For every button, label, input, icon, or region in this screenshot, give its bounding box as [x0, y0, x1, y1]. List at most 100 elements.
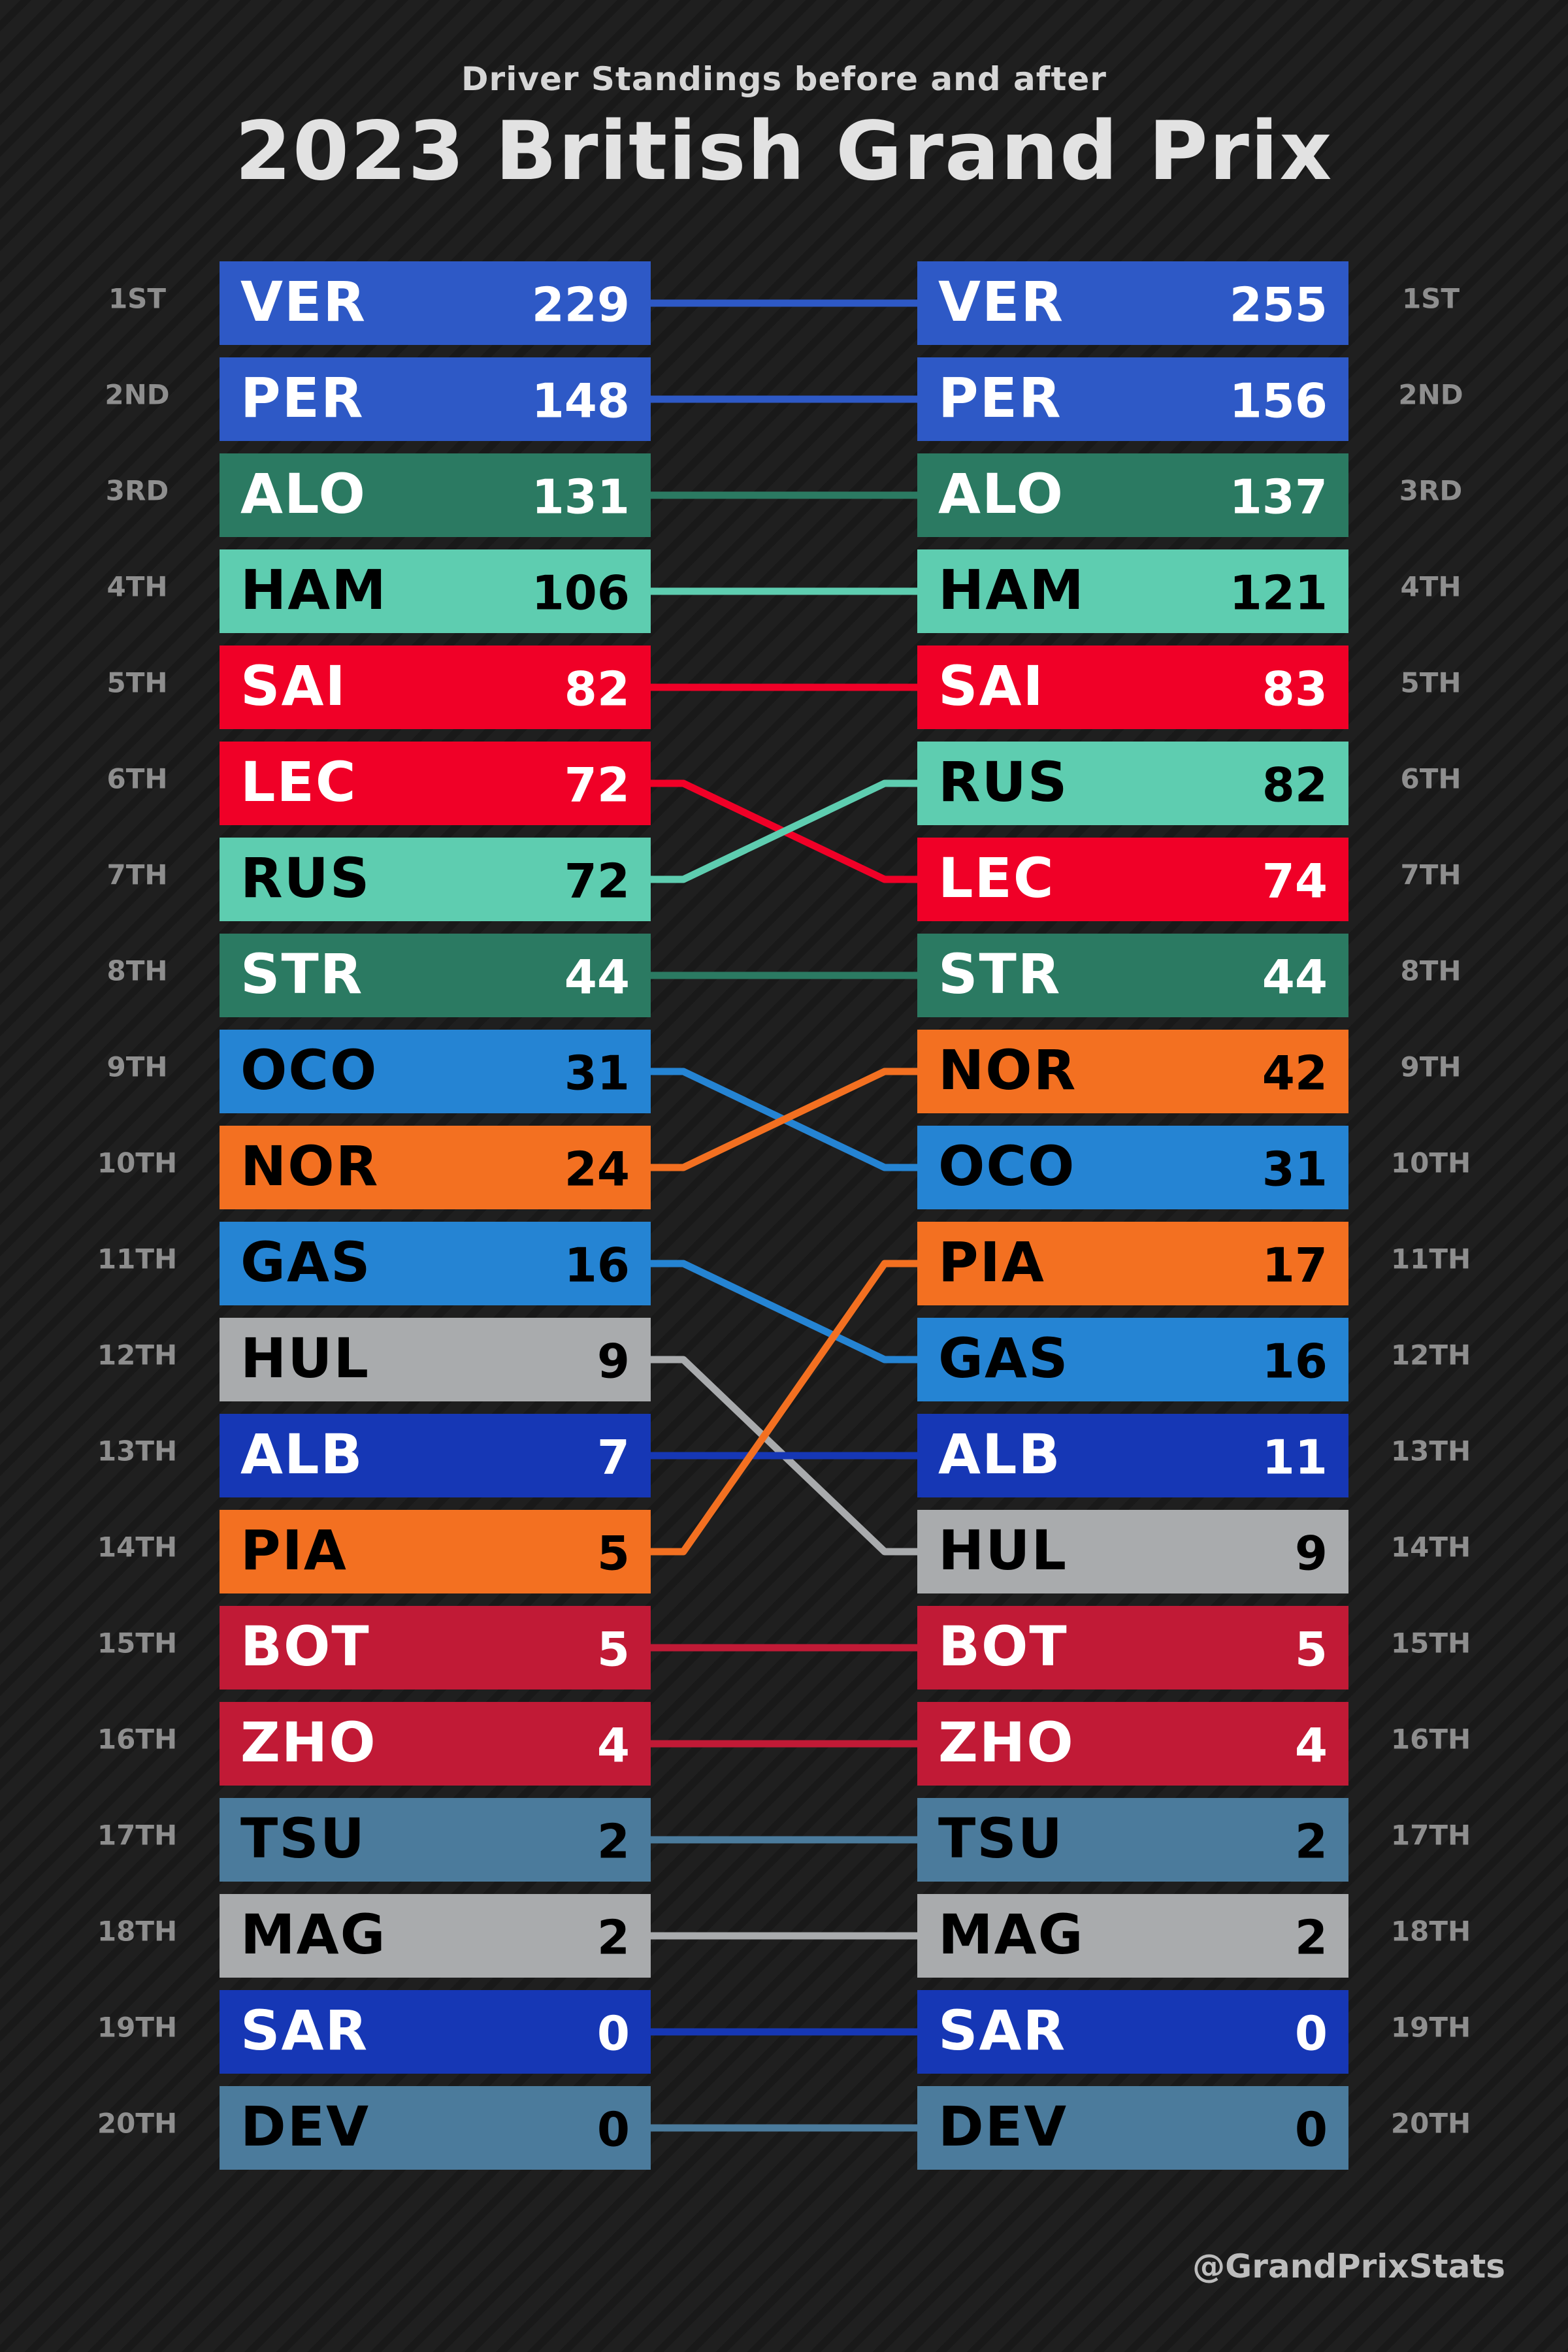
connector-nor — [647, 1068, 921, 1171]
driver-code-after: HUL — [938, 1518, 1068, 1582]
driver-box-after-rus — [917, 742, 1348, 825]
driver-box-after-mag — [917, 1894, 1348, 1978]
driver-points-after: 255 — [1230, 278, 1328, 333]
position-label-left: 17TH — [97, 1820, 177, 1852]
connector-pia — [647, 1260, 921, 1556]
driver-points-before: 16 — [564, 1238, 630, 1293]
driver-code-before: HAM — [240, 558, 387, 622]
driver-points-before: 131 — [532, 470, 630, 525]
driver-code-after: STR — [938, 942, 1061, 1006]
driver-points-before: 2 — [597, 1910, 630, 1965]
position-label-right: 9TH — [1400, 1051, 1461, 1083]
driver-points-before: 5 — [597, 1622, 630, 1677]
driver-box-after-alb — [917, 1414, 1348, 1497]
driver-box-after-gas — [917, 1318, 1348, 1401]
driver-box-before-pia — [220, 1510, 651, 1593]
driver-points-before: 229 — [532, 278, 630, 333]
driver-code-after: OCO — [938, 1134, 1075, 1198]
position-label-left: 16TH — [97, 1723, 177, 1756]
driver-code-after: MAG — [938, 1903, 1085, 1967]
driver-points-after: 11 — [1262, 1430, 1328, 1485]
standings-after: VER 255 PER 156 ALO 137 HAM 121 SAI 83 LEC 74 RUS 82 S… — [917, 261, 1348, 2170]
driver-code-before: TSU — [240, 1806, 366, 1870]
driver-code-after: ALB — [938, 1422, 1062, 1486]
position-label-left: 2ND — [105, 379, 169, 411]
driver-points-after: 42 — [1262, 1046, 1328, 1101]
driver-code-before: SAI — [240, 654, 347, 718]
driver-box-before-hul — [220, 1318, 651, 1401]
driver-points-after: 74 — [1262, 854, 1328, 909]
driver-box-after-ver — [917, 261, 1348, 345]
driver-code-after: NOR — [938, 1038, 1077, 1102]
position-label-right: 20TH — [1391, 2108, 1471, 2140]
position-label-left: 15TH — [97, 1627, 177, 1659]
position-label-left: 14TH — [97, 1531, 177, 1563]
driver-box-before-bot — [220, 1606, 651, 1690]
driver-points-before: 72 — [564, 758, 630, 813]
position-label-right: 14TH — [1391, 1531, 1471, 1563]
driver-box-before-oco — [220, 1030, 651, 1113]
position-label-right: 16TH — [1391, 1723, 1471, 1756]
position-label-left: 10TH — [97, 1147, 177, 1179]
driver-code-before: ALB — [240, 1422, 364, 1486]
position-label-right: 13TH — [1391, 1435, 1471, 1467]
position-label-right: 4TH — [1400, 571, 1461, 603]
driver-box-after-dev — [917, 2086, 1348, 2170]
driver-code-before: GAS — [240, 1230, 371, 1294]
position-label-right: 6TH — [1400, 763, 1461, 795]
driver-box-after-alo — [917, 453, 1348, 537]
driver-code-before: NOR — [240, 1134, 379, 1198]
driver-code-after: PIA — [938, 1230, 1045, 1294]
driver-code-after: PER — [938, 366, 1062, 430]
driver-code-after: TSU — [938, 1806, 1064, 1870]
driver-code-before: DEV — [240, 2095, 370, 2159]
driver-code-before: PER — [240, 366, 365, 430]
chart-title: 2023 British Grand Prix — [235, 105, 1333, 199]
driver-points-after: 83 — [1262, 662, 1328, 717]
driver-box-before-per — [220, 357, 651, 441]
driver-points-after: 4 — [1295, 1718, 1328, 1773]
driver-code-before: HUL — [240, 1326, 370, 1390]
driver-box-after-nor — [917, 1030, 1348, 1113]
driver-box-before-tsu — [220, 1798, 651, 1882]
driver-code-after: GAS — [938, 1326, 1069, 1390]
position-label-right: 11TH — [1391, 1243, 1471, 1275]
position-label-left: 9TH — [106, 1051, 167, 1083]
driver-code-after: SAR — [938, 1999, 1066, 2063]
driver-box-before-ver — [220, 261, 651, 345]
driver-box-before-sar — [220, 1990, 651, 2074]
driver-code-before: SAR — [240, 1999, 368, 2063]
driver-points-before: 24 — [564, 1142, 630, 1197]
driver-code-after: DEV — [938, 2095, 1068, 2159]
driver-points-after: 17 — [1262, 1238, 1328, 1293]
driver-points-after: 0 — [1295, 2102, 1328, 2157]
driver-box-after-hul — [917, 1510, 1348, 1593]
position-label-right: 1ST — [1402, 283, 1460, 315]
driver-points-before: 0 — [597, 2006, 630, 2061]
driver-points-before: 4 — [597, 1718, 630, 1773]
driver-points-after: 156 — [1230, 374, 1328, 429]
position-label-right: 15TH — [1391, 1627, 1471, 1659]
driver-code-before: STR — [240, 942, 363, 1006]
driver-box-before-lec — [220, 742, 651, 825]
position-label-right: 12TH — [1391, 1339, 1471, 1371]
driver-points-after: 16 — [1262, 1334, 1328, 1389]
position-label-left: 13TH — [97, 1435, 177, 1467]
driver-code-before: BOT — [240, 1614, 370, 1678]
driver-points-before: 5 — [597, 1526, 630, 1581]
driver-points-before: 44 — [564, 950, 630, 1005]
driver-points-before: 82 — [564, 662, 630, 717]
driver-code-after: SAI — [938, 654, 1045, 718]
watermark-credit: @GrandPrixStats — [1192, 2247, 1505, 2285]
position-label-right: 2ND — [1398, 379, 1463, 411]
driver-code-before: RUS — [240, 846, 370, 910]
position-label-left: 20TH — [97, 2108, 177, 2140]
driver-points-after: 0 — [1295, 2006, 1328, 2061]
driver-box-after-sar — [917, 1990, 1348, 2074]
connector-lines — [647, 299, 921, 2132]
driver-code-after: RUS — [938, 750, 1068, 814]
driver-points-after: 2 — [1295, 1814, 1328, 1869]
position-label-right: 18TH — [1391, 1916, 1471, 1948]
